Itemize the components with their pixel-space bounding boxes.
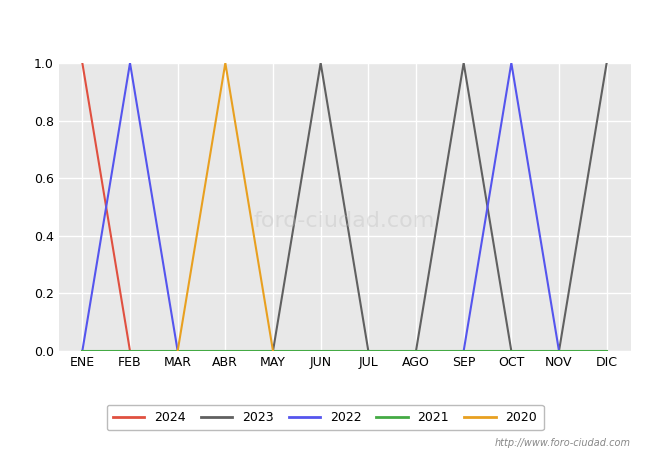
Text: Matriculaciones de Vehiculos en Alcudia de Monteagud: Matriculaciones de Vehiculos en Alcudia … <box>114 15 536 30</box>
2022 <box>174 348 181 354</box>
Line: 2023: 2023 <box>273 63 369 351</box>
Legend: 2024, 2023, 2022, 2021, 2020: 2024, 2023, 2022, 2021, 2020 <box>107 405 543 430</box>
Text: http://www.foro-ciudad.com: http://www.foro-ciudad.com <box>495 438 630 448</box>
2023 <box>317 60 324 66</box>
2022 <box>126 60 134 66</box>
Text: foro-ciudad.com: foro-ciudad.com <box>254 212 436 231</box>
2020 <box>174 348 181 354</box>
2020 <box>269 348 277 354</box>
2022 <box>79 348 86 354</box>
2023 <box>269 348 277 354</box>
2023 <box>365 348 372 354</box>
Line: 2022: 2022 <box>83 63 177 351</box>
Line: 2020: 2020 <box>177 63 273 351</box>
2020 <box>222 60 229 66</box>
